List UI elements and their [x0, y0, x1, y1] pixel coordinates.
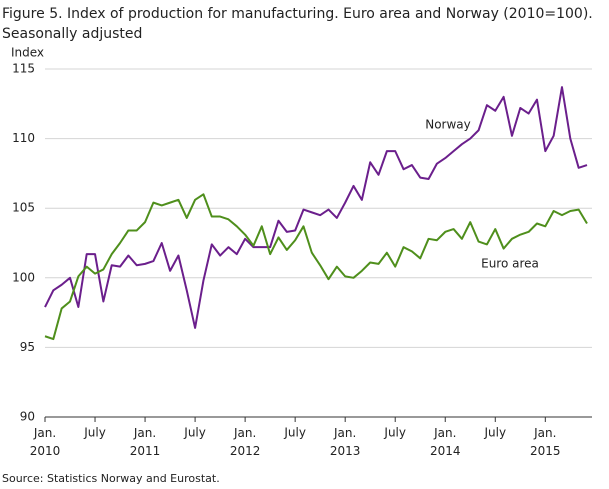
x-tick-label: Jan. 2013: [330, 426, 361, 458]
chart-subtitle: Seasonally adjusted: [2, 26, 142, 42]
x-tick-label: Jan. 2011: [130, 426, 161, 458]
x-tick-label: Jan. 2010: [30, 426, 61, 458]
x-tick-label: Jan. 2014: [430, 426, 461, 458]
x-tick-label: Jan. 2012: [230, 426, 261, 458]
y-tick-label: 90: [20, 410, 35, 424]
y-axis-label: Index: [11, 46, 44, 60]
x-tick-label: July: [383, 426, 406, 440]
x-tick-label: July: [483, 426, 506, 440]
series-label: Euro area: [481, 257, 539, 271]
series-label: Norway: [425, 118, 471, 132]
x-tick-label: Jan. 2015: [530, 426, 561, 458]
series-line: [44, 193, 588, 341]
chart-title: Figure 5. Index of production for manufa…: [2, 6, 593, 22]
y-tick-label: 105: [12, 201, 35, 215]
y-tick-label: 100: [12, 270, 35, 284]
source: Source: Statistics Norway and Eurostat.: [2, 472, 220, 485]
y-tick-label: 110: [12, 131, 35, 145]
x-tick-label: July: [83, 426, 106, 440]
y-tick-label: 95: [20, 340, 35, 354]
x-tick-label: July: [283, 426, 306, 440]
y-tick-label: 115: [12, 62, 35, 76]
x-tick-label: July: [183, 426, 206, 440]
series-line: [44, 86, 588, 329]
